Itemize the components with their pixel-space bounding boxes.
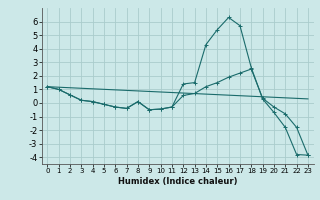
- X-axis label: Humidex (Indice chaleur): Humidex (Indice chaleur): [118, 177, 237, 186]
